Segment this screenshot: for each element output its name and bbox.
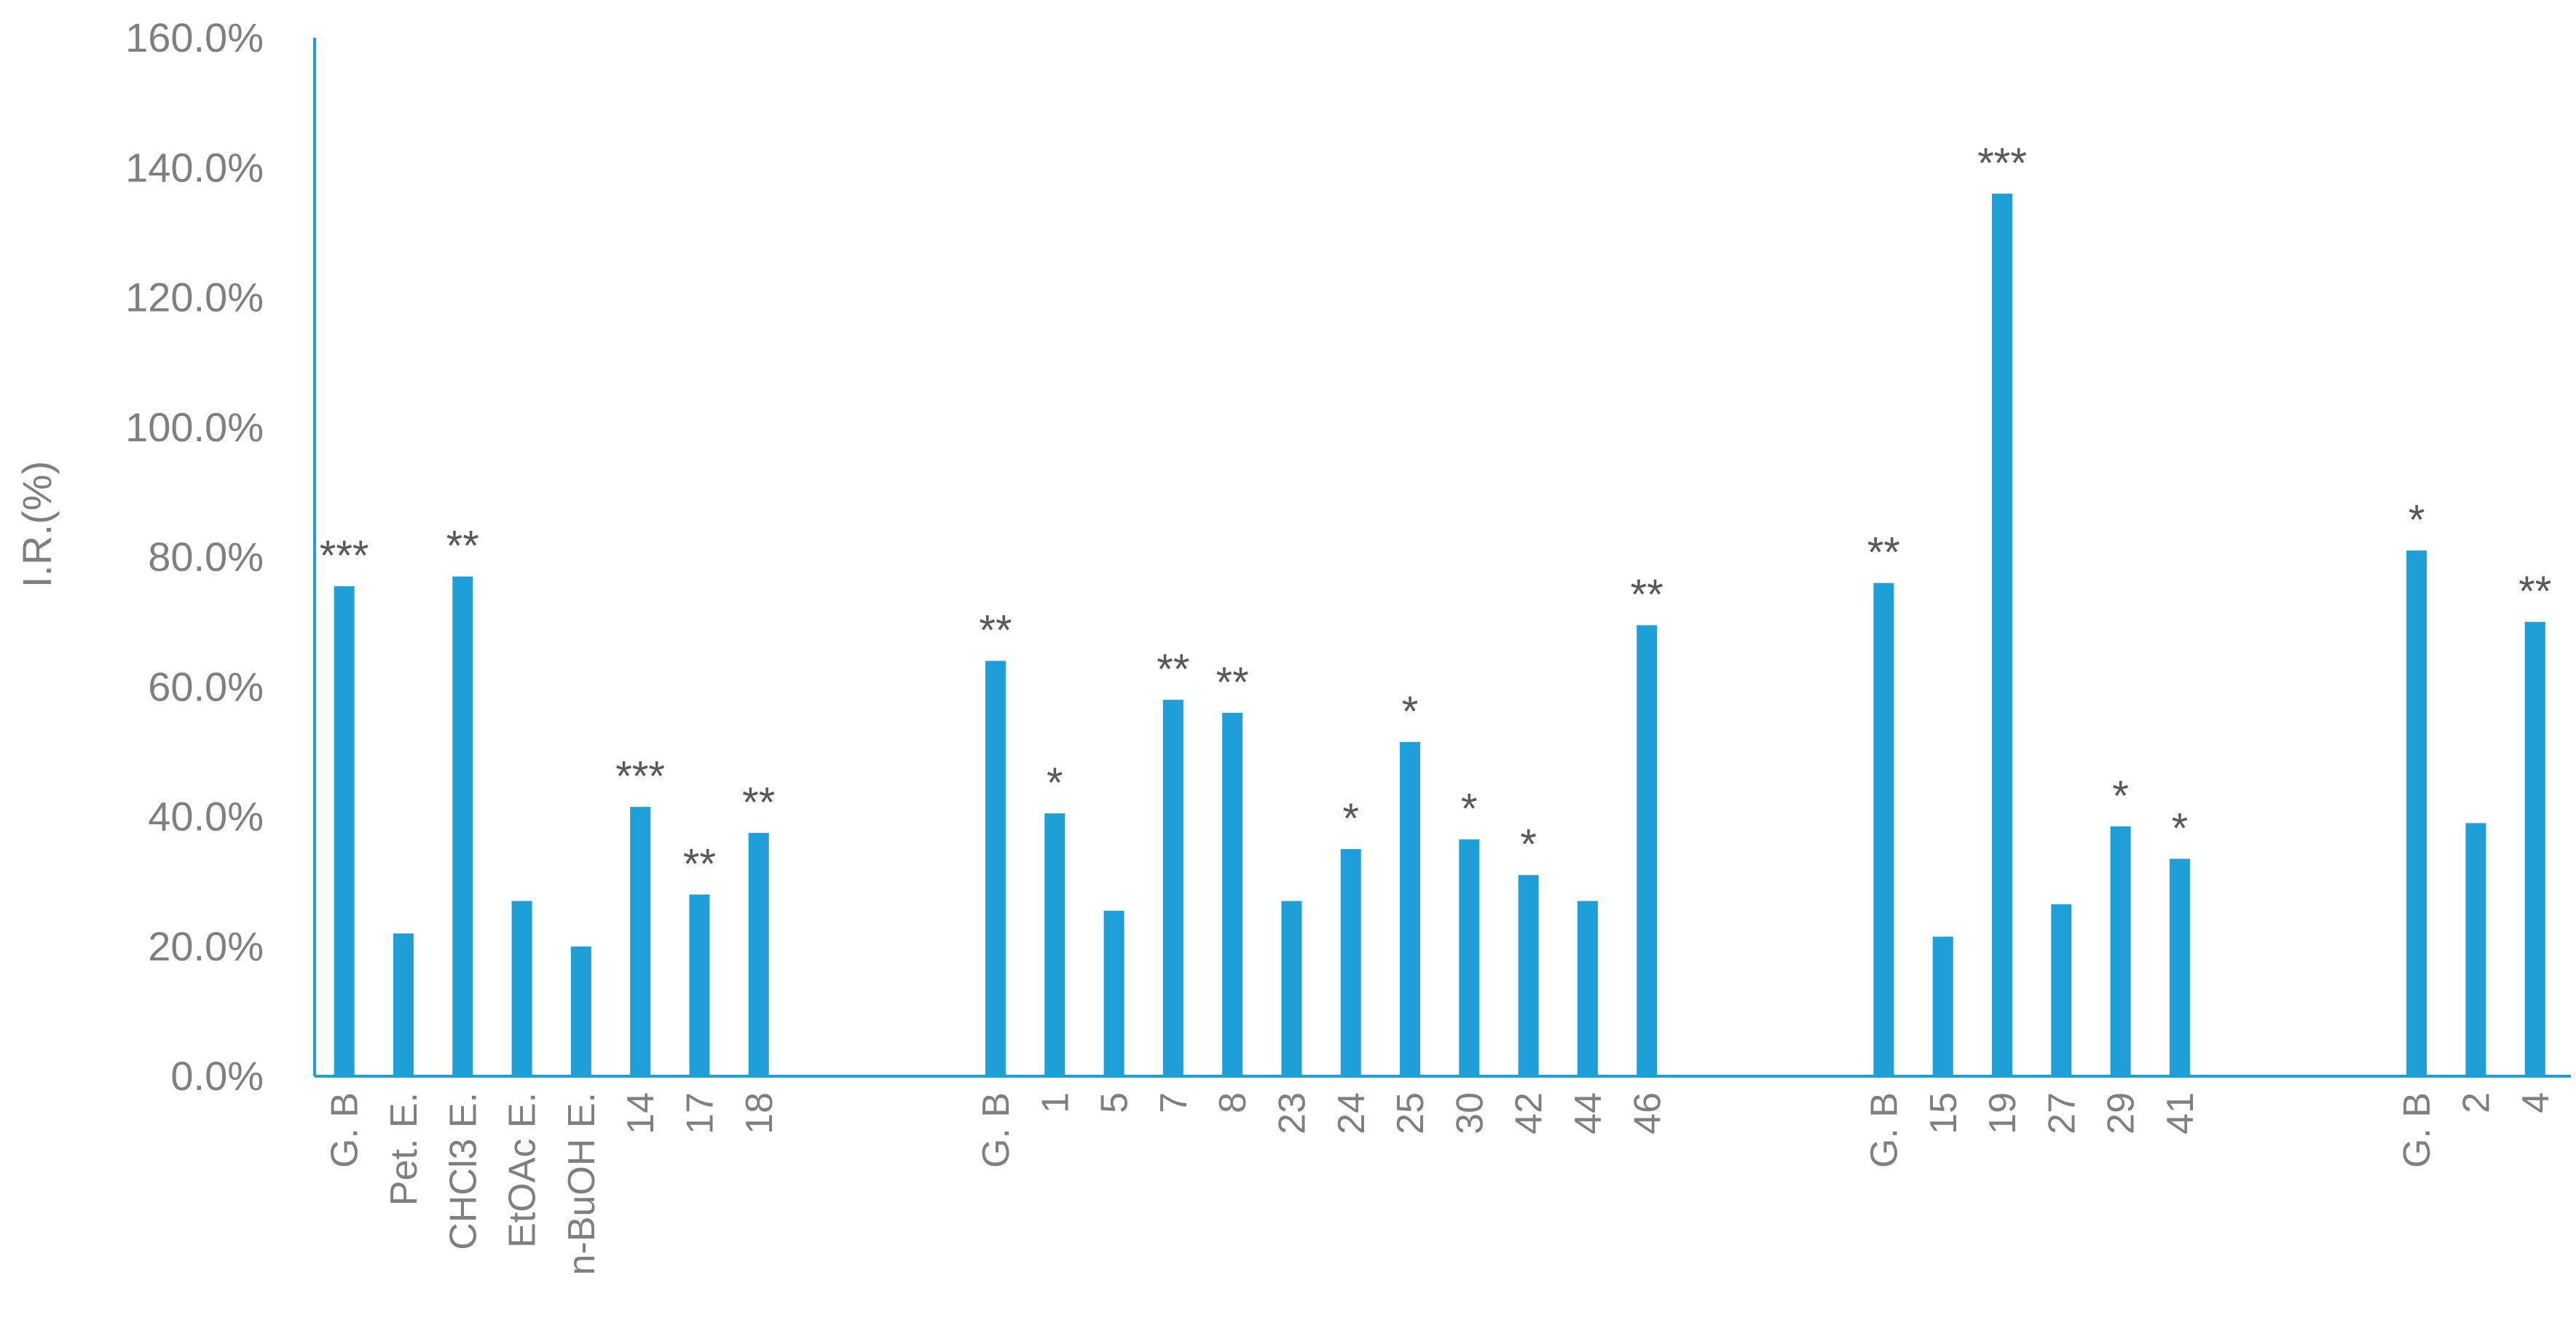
x-tick-label: 2	[2455, 1092, 2497, 1113]
x-tick-label: 27	[2041, 1092, 2083, 1134]
bar	[2051, 904, 2072, 1076]
bar	[1222, 712, 1243, 1076]
bar	[1518, 875, 1539, 1076]
y-tick-label: 120.0%	[125, 275, 264, 320]
bar	[748, 832, 769, 1076]
x-tick-label: 8	[1212, 1092, 1254, 1113]
bar	[630, 807, 651, 1076]
significance-label: **	[446, 523, 479, 570]
bar	[1459, 839, 1480, 1076]
bar	[1044, 813, 1066, 1076]
x-tick-label: 25	[1390, 1092, 1432, 1134]
y-tick-label: 60.0%	[148, 663, 264, 709]
x-tick-label: 29	[2100, 1092, 2143, 1134]
bar	[985, 660, 1006, 1076]
bar	[1577, 901, 1598, 1076]
x-tick-label: 44	[1567, 1092, 1610, 1134]
x-tick-label: n-BuOH E.	[561, 1092, 603, 1275]
x-tick-label: G. B	[324, 1092, 366, 1168]
y-tick-label: 20.0%	[148, 923, 264, 969]
bar	[1103, 910, 1124, 1076]
bar	[2169, 859, 2190, 1076]
significance-label: ***	[1977, 140, 2027, 187]
significance-label: **	[742, 779, 775, 826]
y-tick-label: 80.0%	[148, 534, 264, 580]
x-tick-label: EtOAc E.	[502, 1092, 544, 1248]
y-tick-label: 0.0%	[170, 1053, 264, 1099]
bar	[452, 576, 473, 1076]
significance-label: **	[1216, 659, 1249, 706]
bar	[1932, 936, 1953, 1076]
bar	[334, 586, 355, 1076]
x-tick-label: 30	[1449, 1092, 1491, 1134]
y-tick-label: 140.0%	[125, 144, 264, 190]
x-tick-label: CHCl3 E.	[442, 1092, 484, 1250]
significance-label: *	[1520, 821, 1537, 869]
x-axis-ticks: G. B Pet. E. CHCl3 E. EtOAc E. n-BuOH E. 14 17…	[324, 1092, 2576, 1275]
x-tick-label: Pet. E.	[383, 1092, 425, 1206]
x-tick-label: G. B	[975, 1092, 1017, 1168]
y-tick-label: 40.0%	[148, 794, 264, 840]
x-tick-label: G. B	[2396, 1092, 2438, 1168]
significance-label: **	[1867, 529, 1900, 577]
x-tick-label: 4	[2515, 1092, 2557, 1113]
x-tick-label: 1	[1034, 1092, 1076, 1113]
bar	[1162, 700, 1183, 1076]
bar	[689, 894, 710, 1076]
x-tick-label: 17	[679, 1092, 721, 1134]
bar	[393, 933, 414, 1076]
significance-label: *	[1342, 795, 1359, 842]
significance-label: *	[1402, 688, 1419, 735]
significance-label: **	[683, 840, 716, 888]
x-tick-label: 23	[1271, 1092, 1313, 1134]
x-tick-label: 46	[1626, 1092, 1669, 1134]
bar	[1281, 901, 1302, 1076]
bar	[1340, 849, 1361, 1076]
significance-label: *	[1047, 759, 1063, 807]
x-tick-label: 15	[1923, 1092, 1965, 1134]
bar	[511, 901, 532, 1076]
bar	[1636, 625, 1658, 1076]
x-tick-label: 18	[738, 1092, 781, 1134]
bar	[2465, 823, 2486, 1076]
bars	[334, 193, 2545, 1076]
y-tick-label: 100.0%	[125, 404, 264, 450]
x-tick-label: 19	[1982, 1092, 2024, 1134]
significance-label: **	[1157, 646, 1189, 693]
significance-label: ***	[615, 753, 665, 800]
x-tick-label: 42	[1508, 1092, 1551, 1134]
bar	[1400, 742, 1421, 1076]
x-tick-label: 41	[2159, 1092, 2202, 1134]
bar	[570, 946, 591, 1076]
significance-label: ***	[320, 532, 369, 580]
x-tick-label: G. B	[1863, 1092, 1905, 1168]
x-tick-label: 14	[620, 1092, 662, 1134]
significance-label: *	[2172, 805, 2189, 852]
x-tick-label: 24	[1331, 1092, 1373, 1134]
bar	[2110, 826, 2131, 1076]
bar	[2406, 550, 2427, 1076]
significance-label: **	[979, 607, 1012, 655]
x-tick-label: 22	[2574, 1092, 2576, 1134]
bar	[1873, 583, 1894, 1076]
y-axis-ticks: 0.0% 20.0% 40.0% 60.0% 80.0% 100.0% 120.0% 140.…	[125, 15, 264, 1099]
significance-label: *	[1461, 786, 1478, 833]
y-axis-label: I.R.(%)	[14, 461, 60, 588]
x-tick-label: 7	[1153, 1092, 1195, 1113]
bar	[1992, 193, 2013, 1076]
significance-label: *	[2112, 773, 2129, 820]
significance-label: **	[1631, 572, 1663, 619]
significance-label: *	[2408, 497, 2425, 544]
y-tick-label: 160.0%	[125, 15, 264, 60]
significance-marks: ****************************************…	[320, 140, 2552, 888]
bar	[2524, 622, 2545, 1076]
significance-label: **	[2518, 568, 2551, 615]
x-tick-label: 5	[1094, 1092, 1136, 1113]
